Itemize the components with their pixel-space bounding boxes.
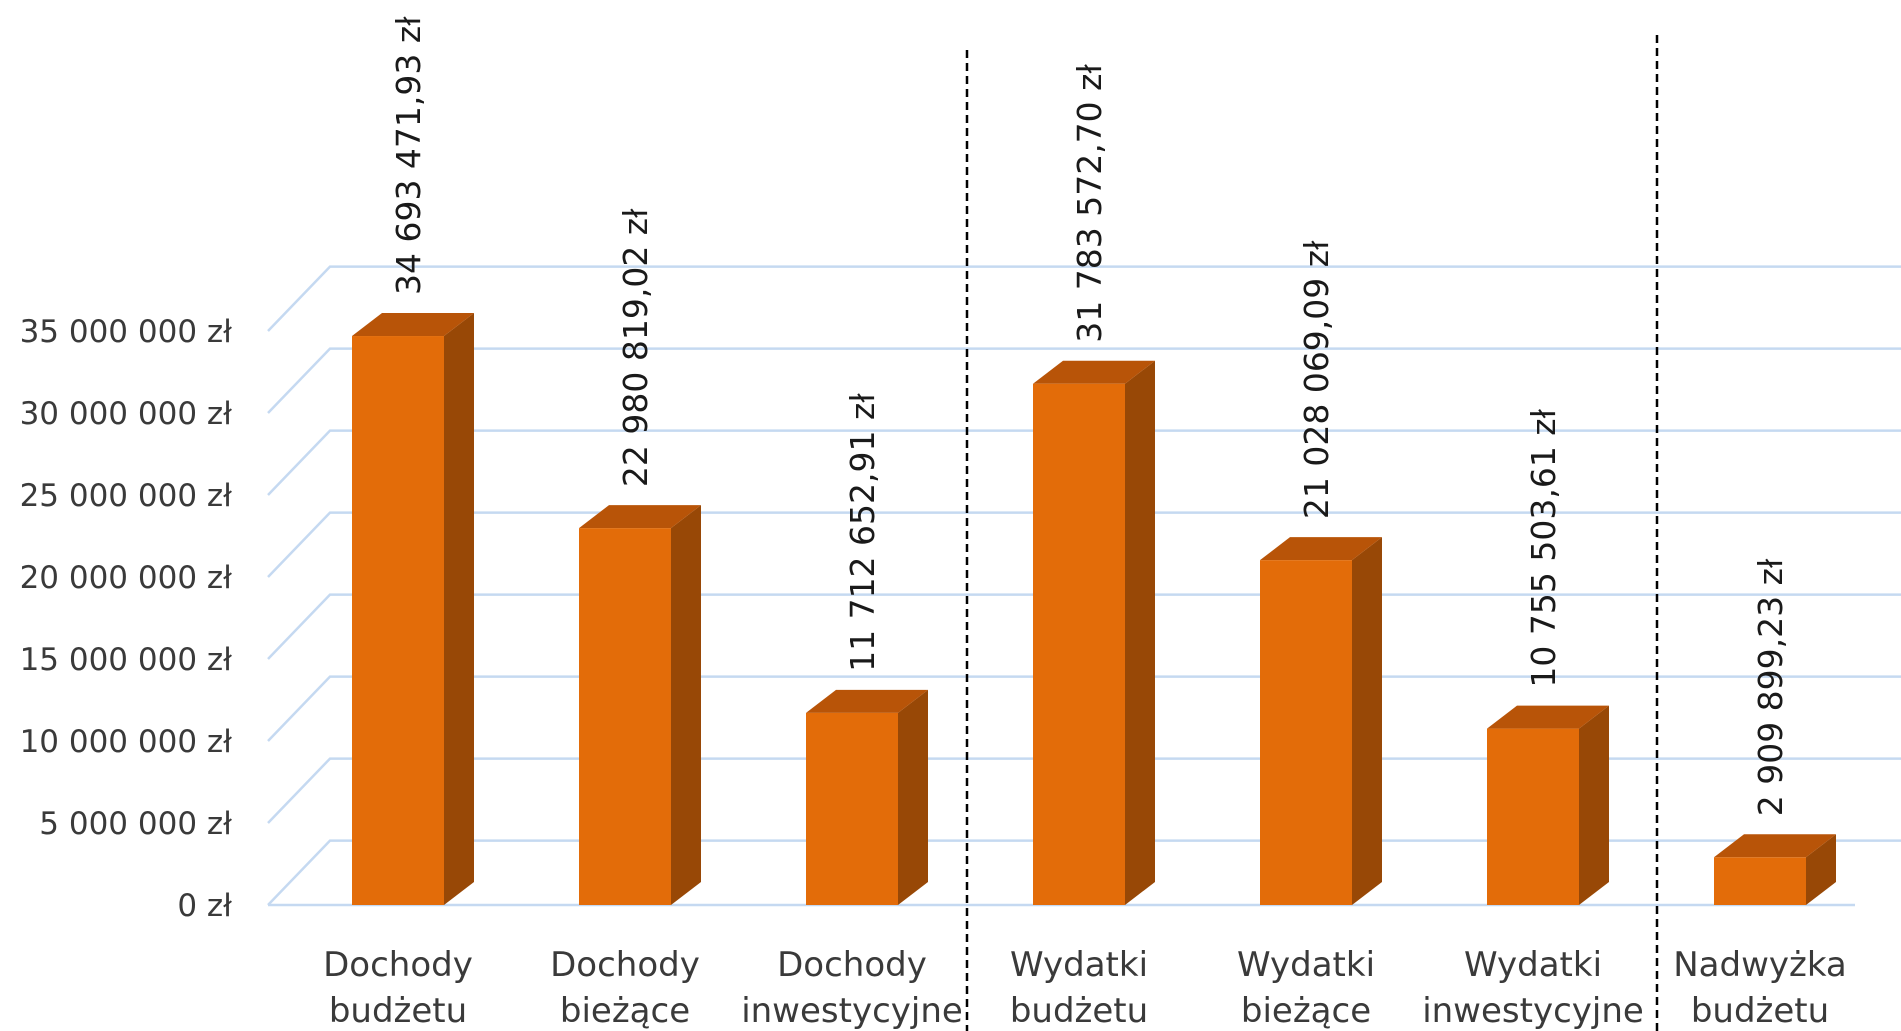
y-tick-label: 25 000 000 zł [20,478,233,514]
bar [1260,537,1382,905]
y-tick-label: 20 000 000 zł [20,560,233,596]
bar-side [1352,537,1382,905]
x-category-label: Wydatki budżetu [1010,945,1148,1031]
bar-front [579,528,671,905]
x-category-label: Wydatki bieżące [1237,945,1375,1031]
bar-side [1125,360,1155,906]
bars-layer [352,313,1836,906]
gridline [267,429,1901,496]
y-tick-label: 15 000 000 zł [20,642,233,678]
data-labels-layer: 34 693 471,93 zł 22 980 819,02 zł 11 712 6… [389,16,1790,816]
gridline [267,347,1901,414]
x-category-label: Dochody inwestycyjne [741,945,963,1031]
bar-top [1714,834,1836,858]
data-label: 21 028 069,09 zł [1297,240,1336,519]
bar-top [579,505,701,529]
data-label: 22 980 819,02 zł [616,208,655,487]
y-tick-label: 10 000 000 zł [20,724,233,760]
gridline [267,265,1901,332]
x-category-label: Dochody bieżące [550,945,700,1031]
bar [1487,705,1609,905]
bar-top [1033,360,1155,384]
bar-front [1714,857,1806,905]
bar-front [1487,728,1579,905]
y-tick-label: 0 zł [177,888,232,924]
bar-top [1487,705,1609,729]
bar-front [1033,383,1125,906]
bar-side [898,689,928,905]
bar [352,313,474,905]
bar [806,689,928,905]
group-separators [965,35,1659,1031]
x-axis: Dochody budżetu Dochody bieżące Dochody inwes… [323,945,1847,1031]
bar [1714,834,1836,905]
bar-top [806,689,928,713]
bar-side [444,313,474,905]
bar-top [352,313,474,337]
bar-side [671,505,701,905]
data-label: 34 693 471,93 zł [389,16,428,295]
x-category-label: Dochody budżetu [323,945,473,1031]
bar [579,505,701,905]
gridline [267,511,1901,578]
y-tick-label: 5 000 000 zł [39,806,232,842]
y-tick-label: 35 000 000 zł [20,314,233,350]
data-label: 10 755 503,61 zł [1524,408,1563,687]
y-axis: 0 zł 5 000 000 zł 10 000 000 zł 15 000 000 … [20,314,233,924]
bar [1033,360,1155,906]
bar-front [352,336,444,905]
bar-front [806,712,898,905]
y-tick-label: 30 000 000 zł [20,396,233,432]
x-category-label: Nadwyżka budżetu [1673,945,1847,1031]
bar-front [1260,560,1352,905]
data-label: 11 712 652,91 zł [843,393,882,672]
x-category-label: Wydatki inwestycyjne [1422,945,1644,1031]
bar-side [1806,834,1836,905]
data-label: 31 783 572,70 zł [1070,64,1109,343]
bar-top [1260,537,1382,561]
bar-side [1579,705,1609,905]
data-label: 2 909 899,23 zł [1751,558,1790,816]
